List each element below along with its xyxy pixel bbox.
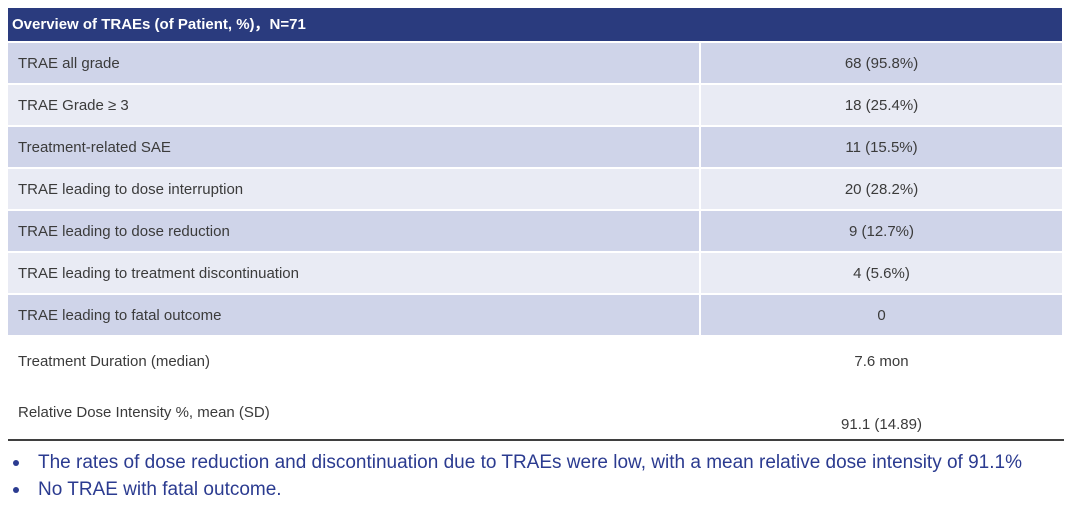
row-label: TRAE all grade — [8, 43, 699, 83]
row-value: 20 (28.2%) — [701, 169, 1062, 209]
row-value: 0 — [701, 295, 1062, 335]
row-value: 68 (95.8%) — [701, 43, 1062, 83]
table-row: Relative Dose Intensity %, mean (SD) 91.… — [8, 387, 1062, 437]
row-label: Relative Dose Intensity %, mean (SD) — [18, 403, 270, 421]
table-row: TRAE leading to fatal outcome 0 — [8, 295, 1062, 335]
row-value: 7.6 mon — [854, 352, 909, 370]
table-row: TRAE leading to treatment discontinuatio… — [8, 253, 1062, 293]
row-value: 9 (12.7%) — [701, 211, 1062, 251]
row-label: TRAE leading to dose interruption — [8, 169, 699, 209]
row-label: TRAE leading to treatment discontinuatio… — [8, 253, 699, 293]
notes-list: The rates of dose reduction and disconti… — [0, 449, 1080, 503]
note-text: No TRAE with fatal outcome. — [38, 479, 282, 500]
row-label: TRAE leading to fatal outcome — [8, 295, 699, 335]
row-value: 4 (5.6%) — [701, 253, 1062, 293]
table-row: Treatment-related SAE 11 (15.5%) — [8, 127, 1062, 167]
row-value: 11 (15.5%) — [701, 127, 1062, 167]
row-value: 91.1 (14.89) — [841, 416, 922, 433]
table-row: TRAE leading to dose interruption 20 (28… — [8, 169, 1062, 209]
row-value: 18 (25.4%) — [701, 85, 1062, 125]
table-header: Overview of TRAEs (of Patient, %)，N=71 — [8, 8, 1062, 41]
row-label: Treatment Duration (median) — [18, 352, 211, 370]
table-row: TRAE all grade 68 (95.8%) — [8, 43, 1062, 83]
bullet-icon — [13, 460, 19, 466]
note-item: The rates of dose reduction and disconti… — [0, 449, 1080, 476]
table-row: TRAE leading to dose reduction 9 (12.7%) — [8, 211, 1062, 251]
table-row: TRAE Grade ≥ 3 18 (25.4%) — [8, 85, 1062, 125]
row-label: TRAE Grade ≥ 3 — [8, 85, 699, 125]
row-label: Treatment-related SAE — [8, 127, 699, 167]
horizontal-rule — [8, 439, 1064, 441]
trae-overview-table: Overview of TRAEs (of Patient, %)，N=71 T… — [8, 8, 1062, 439]
table-row: Treatment Duration (median) 7.6 mon — [8, 337, 1062, 385]
row-label: TRAE leading to dose reduction — [8, 211, 699, 251]
note-item: No TRAE with fatal outcome. — [0, 476, 1080, 503]
bullet-icon — [13, 487, 19, 493]
note-text: The rates of dose reduction and disconti… — [38, 452, 1022, 473]
